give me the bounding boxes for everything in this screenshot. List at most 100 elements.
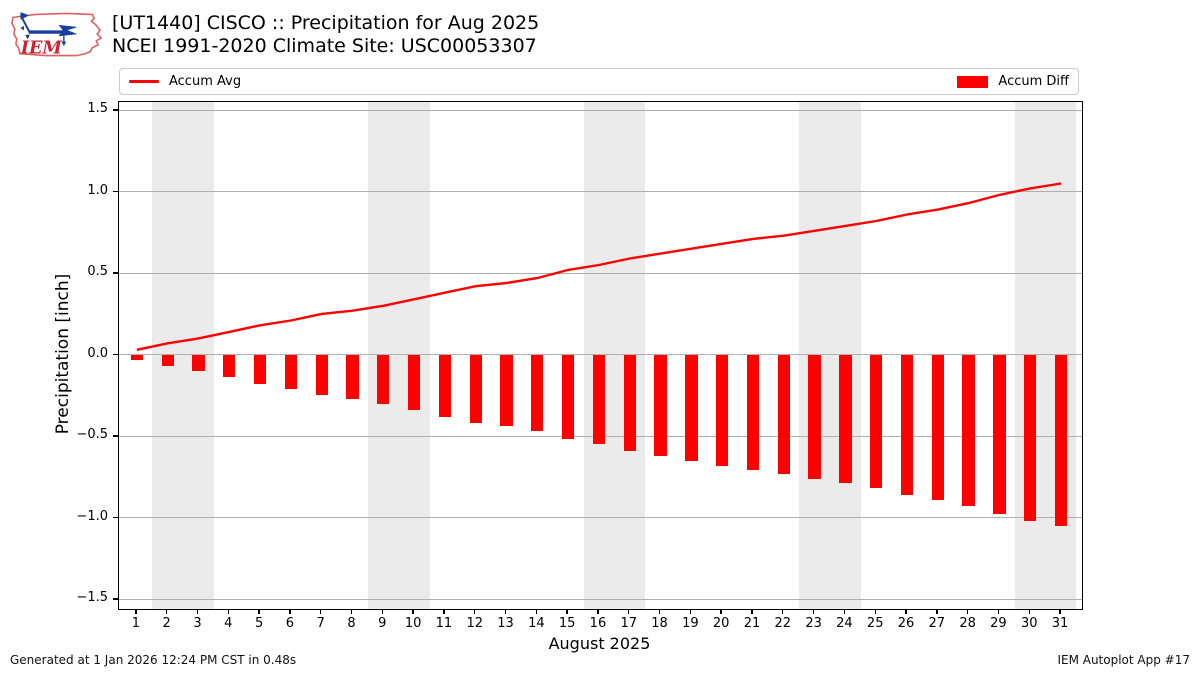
accum-diff-bar — [716, 354, 729, 466]
x-tick-mark — [751, 610, 753, 614]
chart-title: [UT1440] CISCO :: Precipitation for Aug … — [112, 12, 539, 58]
x-tick-label: 20 — [712, 616, 730, 631]
accum-diff-bar — [777, 354, 790, 474]
x-tick-mark — [381, 610, 383, 614]
gridline — [119, 598, 1082, 600]
accum-diff-bar — [808, 354, 821, 479]
x-tick-mark — [843, 610, 846, 614]
accum-avg-line-swatch-icon — [129, 80, 159, 83]
x-tick-label: 21 — [743, 616, 761, 631]
x-tick-label: 15 — [558, 616, 576, 631]
accum-diff-bar — [1024, 354, 1037, 521]
legend: Accum Avg Accum Diff — [119, 68, 1079, 95]
accum-diff-bar — [253, 354, 267, 385]
accum-diff-bar — [223, 354, 236, 378]
x-tick-mark — [535, 610, 538, 614]
accum-diff-bar — [623, 354, 636, 451]
y-tick-label: 0.0 — [87, 345, 108, 361]
x-tick-mark — [1059, 610, 1061, 614]
x-tick-mark — [196, 610, 199, 614]
x-tick-mark — [936, 610, 938, 614]
y-tick-mark — [113, 353, 118, 356]
accum-diff-bar — [993, 354, 1006, 515]
x-tick-mark — [658, 610, 661, 614]
accum-diff-bar — [592, 354, 606, 445]
accum-diff-bar — [192, 354, 205, 371]
x-tick-mark — [812, 610, 815, 614]
x-tick-mark — [320, 610, 322, 614]
generated-timestamp: Generated at 1 Jan 2026 12:24 PM CST in … — [10, 653, 297, 667]
x-tick-label: 24 — [836, 616, 853, 631]
x-tick-label: 28 — [959, 616, 976, 631]
gridline — [119, 517, 1082, 519]
accum-diff-bar — [469, 354, 482, 424]
x-tick-label: 18 — [651, 616, 668, 631]
logo-text: IEM — [20, 38, 63, 59]
accum-diff-bar — [654, 354, 667, 456]
accum-diff-bar — [931, 354, 944, 500]
x-tick-label: 2 — [162, 616, 171, 631]
y-tick-mark — [113, 109, 118, 111]
accum-diff-bar — [1054, 354, 1068, 526]
x-tick-label: 23 — [805, 616, 822, 631]
iowa-outline-icon — [11, 12, 103, 57]
x-tick-label: 9 — [378, 616, 387, 631]
y-tick-mark — [113, 190, 118, 193]
x-tick-mark — [135, 610, 137, 614]
legend-label-accum-avg: Accum Avg — [169, 74, 242, 89]
accum-diff-bar — [130, 354, 144, 360]
x-tick-label: 6 — [285, 616, 295, 631]
x-tick-mark — [412, 610, 414, 614]
x-tick-label: 13 — [497, 616, 514, 631]
accum-diff-bar — [438, 354, 452, 417]
accum-diff-bar — [377, 354, 390, 404]
y-tick-mark — [113, 598, 118, 600]
x-tick-label: 8 — [347, 616, 356, 631]
y-tick-label: −1.5 — [76, 590, 108, 606]
accum-diff-bar — [685, 354, 698, 461]
x-tick-label: 1 — [131, 616, 140, 631]
y-tick-mark — [113, 435, 118, 437]
legend-label-accum-diff: Accum Diff — [998, 74, 1069, 89]
x-tick-mark — [874, 610, 876, 614]
accum-diff-bar — [161, 354, 174, 367]
x-tick-label: 27 — [928, 616, 946, 631]
x-tick-label: 30 — [1020, 616, 1038, 631]
x-tick-mark — [289, 610, 291, 614]
x-tick-label: 11 — [435, 616, 453, 631]
weather-vane-icon — [19, 12, 77, 47]
x-tick-mark — [966, 610, 969, 614]
accum-diff-bar — [900, 354, 914, 495]
accum-diff-bar — [284, 354, 298, 389]
accum-diff-bar — [531, 354, 544, 432]
title-line-2: NCEI 1991-2020 Climate Site: USC00053307 — [112, 35, 537, 57]
x-tick-label: 22 — [774, 616, 792, 631]
x-tick-mark — [504, 610, 507, 614]
y-tick-mark — [113, 272, 118, 274]
x-tick-mark — [782, 610, 784, 614]
plot-area — [118, 101, 1083, 610]
x-axis-label: August 2025 — [548, 634, 651, 653]
accum-diff-bar — [870, 354, 883, 489]
y-tick-mark — [113, 516, 118, 519]
x-tick-label: 10 — [404, 616, 422, 631]
x-tick-label: 29 — [990, 616, 1007, 631]
x-tick-mark — [474, 610, 476, 614]
accum-diff-bar — [746, 354, 760, 471]
legend-item-accum-avg: Accum Avg — [129, 74, 241, 89]
accum-avg-line — [136, 182, 1062, 351]
x-tick-mark — [350, 610, 353, 614]
accum-diff-rect-swatch-icon — [957, 75, 989, 88]
x-tick-label: 17 — [620, 616, 638, 631]
x-tick-mark — [905, 610, 907, 614]
iem-logo: IEM — [11, 12, 103, 59]
x-tick-label: 4 — [224, 616, 233, 631]
accum-diff-bar — [962, 354, 975, 507]
gridline — [119, 191, 1082, 193]
accum-diff-bar — [561, 354, 575, 440]
x-tick-mark — [997, 610, 1000, 614]
x-tick-label: 12 — [466, 616, 483, 631]
y-axis-label: Precipitation [inch] — [53, 273, 73, 435]
accum-diff-bar — [500, 354, 513, 427]
